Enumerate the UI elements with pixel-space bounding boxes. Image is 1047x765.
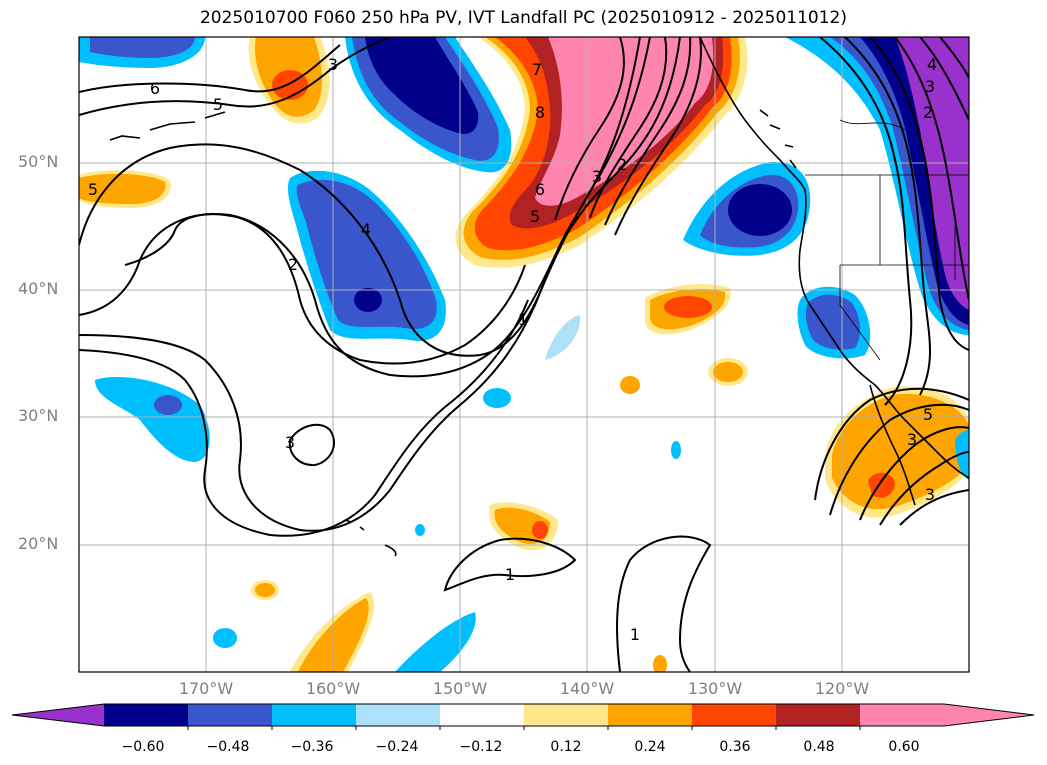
negative-small-5 — [955, 430, 969, 480]
negative-sw-blue — [154, 395, 182, 415]
positive-small-1 — [713, 362, 743, 382]
positive-mid-core — [664, 296, 712, 318]
contour-label: 7 — [532, 60, 542, 79]
colorbar-extend-low — [12, 704, 104, 726]
lat-label: 50°N — [18, 152, 59, 171]
contour-label: 3 — [285, 433, 295, 452]
colorbar-tick-label: 0.36 — [719, 739, 751, 755]
negative-area-navy — [365, 37, 479, 134]
positive-mexico-orange — [832, 393, 969, 510]
contour-label: 5 — [923, 405, 933, 424]
colorbar-outline — [11, 703, 1035, 727]
contour-label: 3 — [907, 430, 917, 449]
contour-label: 1 — [630, 625, 640, 644]
map-title: 2025010700 F060 250 hPa PV, IVT Landfall… — [199, 8, 847, 28]
contour-label: 5 — [88, 180, 98, 199]
colorbar-segment — [692, 704, 777, 726]
coastlines — [109, 37, 969, 557]
colorbar-tick-label: 0.24 — [634, 739, 666, 755]
contour-label: 1 — [505, 565, 515, 584]
plot-frame — [78, 36, 970, 673]
contour-label: 1 — [518, 310, 528, 329]
colorbar-tick-label: −0.36 — [290, 739, 334, 755]
colorbar-extend-high — [944, 704, 1034, 726]
contour-label: 6 — [150, 79, 160, 98]
colorbar-tick-label: −0.12 — [459, 739, 503, 755]
colorbar-tick-label: 0.12 — [550, 739, 582, 755]
lon-label: 160°W — [305, 679, 361, 698]
pv-contours — [79, 37, 969, 672]
contour-label: 4 — [927, 55, 937, 74]
colorbar-segment — [356, 704, 441, 726]
lon-label: 140°W — [559, 679, 615, 698]
positive-small-2 — [255, 583, 275, 597]
positive-small-3 — [620, 376, 640, 394]
contour-label: 3 — [925, 77, 935, 96]
colorbar-segment — [524, 704, 609, 726]
contour-label: 4 — [361, 220, 371, 239]
contour-label: 2 — [288, 255, 298, 274]
lon-label: 150°W — [432, 679, 488, 698]
colorbar-segment — [272, 704, 357, 726]
contour-label: 8 — [535, 103, 545, 122]
colorbar-segment — [440, 704, 525, 726]
positive-small-4 — [653, 655, 667, 672]
colorbar — [11, 703, 1035, 730]
colorbar-segment — [104, 704, 189, 726]
colorbar-tick-label: −0.60 — [121, 739, 165, 755]
negative-east-purple — [895, 37, 969, 310]
contour-labels: 6 5 3 2 4 7 8 6 5 3 2 1 3 1 1 5 3 5 3 4 … — [88, 55, 937, 644]
contour-label: 2 — [923, 103, 933, 122]
state-borders — [805, 119, 969, 361]
contour-label: 5 — [530, 207, 540, 226]
positive-south-core — [532, 521, 548, 539]
contour-label: 5 — [213, 95, 223, 114]
colorbar-tick-label: 0.60 — [888, 739, 920, 755]
contour-label: 6 — [535, 180, 545, 199]
negative-pnw-core — [728, 184, 792, 236]
colorbar-segment — [776, 704, 861, 726]
negative-bottom-cyan — [395, 612, 476, 672]
negative-small-2 — [213, 628, 237, 648]
colorbar-tick-label: −0.24 — [375, 739, 419, 755]
contour-label: 3 — [592, 167, 602, 186]
contour-label: 3 — [925, 485, 935, 504]
lon-label: 170°W — [178, 679, 234, 698]
negative-small-3 — [671, 441, 681, 459]
negative-small-4 — [415, 524, 425, 536]
colorbar-tick-label: 0.48 — [803, 739, 835, 755]
negative-trough-blue — [296, 179, 437, 329]
negative-topwest-blue — [90, 37, 195, 58]
negative-trough-core — [354, 288, 382, 312]
lon-label: 130°W — [687, 679, 743, 698]
colorbar-segment — [608, 704, 693, 726]
negative-ca-blue — [805, 294, 860, 350]
negative-sw-cyan — [95, 377, 210, 462]
colorbar-segment — [860, 704, 945, 726]
lat-label: 40°N — [18, 279, 59, 298]
negative-small-1 — [483, 388, 511, 408]
negative-small-light — [545, 315, 581, 360]
colorbar-segment — [188, 704, 273, 726]
contour-label: 2 — [617, 155, 627, 174]
contour-label: 3 — [328, 55, 338, 74]
colorbar-tick-label: −0.48 — [206, 739, 250, 755]
lon-label: 120°W — [814, 679, 870, 698]
lat-label: 30°N — [18, 406, 59, 425]
lat-label: 20°N — [18, 534, 59, 553]
